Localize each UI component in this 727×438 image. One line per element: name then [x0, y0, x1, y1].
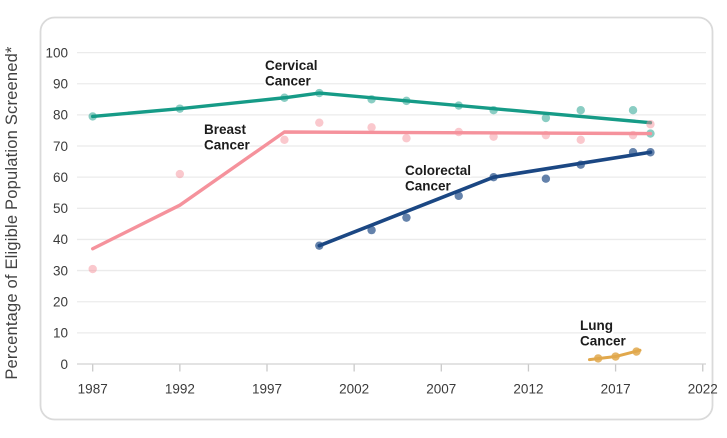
- series-lung-cancer: [587, 347, 642, 363]
- y-tick-label-50: 50: [53, 201, 68, 216]
- y-tick-label-70: 70: [53, 139, 68, 154]
- chart-panel-border: [39, 16, 714, 421]
- series-label-cervical-cancer: Cervical: [265, 58, 318, 73]
- data-point-colorectal-cancer: [367, 225, 376, 235]
- data-point-breast-cancer: [315, 118, 324, 127]
- data-point-breast-cancer: [88, 264, 97, 274]
- trend-line-breast-cancer: [90, 130, 653, 251]
- data-point-colorectal-cancer: [454, 191, 463, 201]
- data-point-breast-cancer: [367, 123, 376, 132]
- series-label-breast-cancer: Breast: [204, 122, 247, 137]
- series-colorectal-cancer: [315, 148, 655, 250]
- series-breast-cancer: [88, 118, 655, 274]
- trend-line-cervical-cancer: [90, 91, 653, 125]
- data-point-colorectal-cancer: [541, 174, 551, 183]
- series-label-colorectal-cancer: Cancer: [405, 179, 452, 194]
- y-tick-label-60: 60: [53, 170, 68, 185]
- x-tick-label-2022: 2022: [688, 382, 718, 397]
- data-point-breast-cancer: [402, 134, 411, 143]
- y-tick-label-80: 80: [53, 108, 68, 123]
- data-point-cervical-cancer: [628, 106, 638, 115]
- data-series: [88, 88, 655, 363]
- series-label-breast-cancer: Cancer: [204, 138, 251, 153]
- x-tick-label-1997: 1997: [252, 382, 282, 397]
- x-tick-label-2002: 2002: [339, 382, 369, 397]
- x-tick-label-2012: 2012: [513, 382, 543, 397]
- y-tick-label-0: 0: [60, 357, 68, 372]
- series-label-cervical-cancer: Cancer: [265, 74, 312, 89]
- data-point-breast-cancer: [576, 135, 585, 144]
- series-cervical-cancer: [88, 88, 655, 138]
- trend-line-lung-cancer: [587, 348, 642, 362]
- series-label-colorectal-cancer: Colorectal: [405, 163, 471, 178]
- data-point-breast-cancer: [280, 135, 289, 144]
- y-tick-label-90: 90: [53, 77, 68, 92]
- x-tick-label-2017: 2017: [601, 382, 631, 397]
- y-axis-title: Percentage of Eligible Population Screen…: [3, 46, 21, 380]
- data-point-breast-cancer: [175, 169, 185, 179]
- data-point-cervical-cancer: [541, 113, 551, 123]
- y-tick-label-20: 20: [53, 295, 68, 310]
- series-labels: CervicalCancerBreastCancerColorectalCanc…: [202, 56, 629, 351]
- data-point-cervical-cancer: [576, 106, 585, 115]
- y-tick-label-10: 10: [53, 326, 68, 341]
- x-tick-label-1987: 1987: [78, 382, 108, 397]
- x-tick-label-2007: 2007: [426, 382, 456, 397]
- series-label-lung-cancer: Cancer: [580, 334, 627, 349]
- trend-line-colorectal-cancer: [317, 150, 653, 248]
- y-tick-label-30: 30: [53, 263, 68, 278]
- x-tick-label-1992: 1992: [165, 382, 195, 397]
- x-axis-ticks: [92, 364, 704, 372]
- y-tick-label-100: 100: [45, 45, 68, 60]
- data-point-breast-cancer: [646, 120, 655, 129]
- series-label-lung-cancer: Lung: [580, 318, 613, 333]
- axis-tick-labels: 0 10 20 30 40 50 60 70 80 90 100 1987 1992 1997 2002 20…: [45, 45, 717, 396]
- y-tick-label-40: 40: [53, 232, 68, 247]
- data-point-colorectal-cancer: [402, 213, 411, 222]
